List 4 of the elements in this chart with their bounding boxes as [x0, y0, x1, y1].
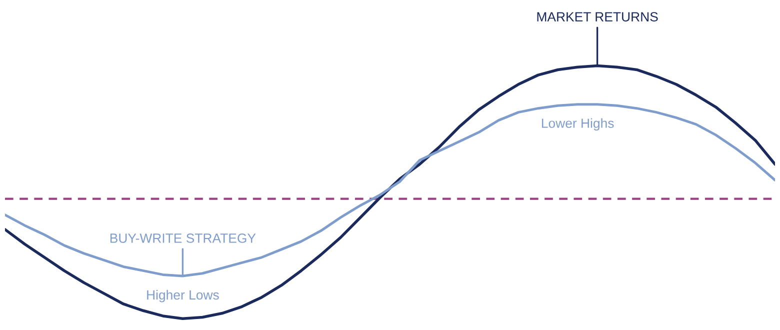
- series-label: BUY-WRITE STRATEGY: [110, 234, 256, 243]
- text: MARKET RETURNS: [537, 12, 658, 22]
- annotation: Higher Lows: [147, 290, 219, 302]
- annotation: Lower Highs: [542, 118, 614, 131]
